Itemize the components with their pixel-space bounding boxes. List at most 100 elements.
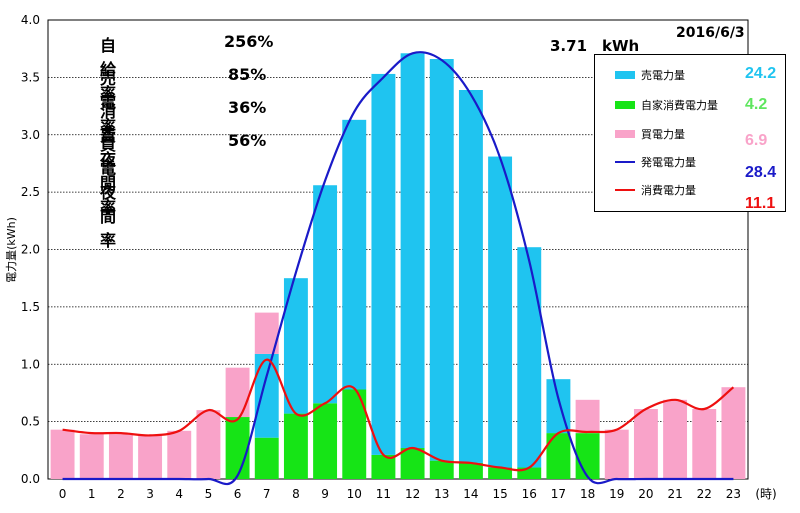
x-tick-label: 15 bbox=[492, 487, 507, 501]
bar-自家消費電力量-13 bbox=[429, 460, 454, 479]
legend-swatch bbox=[615, 189, 635, 191]
legend-label: 買電力量 bbox=[641, 128, 685, 141]
bar-買電力量-0 bbox=[50, 429, 75, 479]
bar-自家消費電力量-10 bbox=[342, 389, 367, 479]
x-tick-label: 14 bbox=[463, 487, 478, 501]
legend-swatch bbox=[615, 101, 635, 109]
legend-label: 消費電力量 bbox=[641, 184, 696, 197]
bar-買電力量-6 bbox=[225, 367, 250, 418]
legend-value-generated: 28.4 bbox=[745, 164, 777, 181]
x-tick-label: 5 bbox=[205, 487, 213, 501]
x-tick-label: 4 bbox=[175, 487, 183, 501]
x-tick-label: 13 bbox=[434, 487, 449, 501]
stat-value: 256% bbox=[224, 32, 274, 51]
bar-買電力量-5 bbox=[196, 410, 221, 479]
stat-value: 36% bbox=[228, 98, 267, 117]
y-tick-label: 2.0 bbox=[21, 243, 40, 257]
chart-date: 2016/6/3 bbox=[676, 25, 745, 41]
x-tick-label: 21 bbox=[667, 487, 682, 501]
stat-label: 売電率 bbox=[100, 69, 117, 136]
x-tick-label: 8 bbox=[292, 487, 300, 501]
bar-自家消費電力量-15 bbox=[488, 467, 513, 479]
bar-売電力量-12 bbox=[400, 53, 425, 449]
bar-買電力量-23 bbox=[721, 387, 746, 479]
legend-label: 自家消費電力量 bbox=[641, 99, 718, 112]
bar-自家消費電力量-11 bbox=[371, 454, 396, 479]
x-tick-label: 6 bbox=[234, 487, 242, 501]
y-tick-label: 3.0 bbox=[21, 128, 40, 142]
bar-自家消費電力量-6 bbox=[225, 417, 250, 479]
bar-売電力量-16 bbox=[517, 247, 542, 468]
bar-自家消費電力量-7 bbox=[254, 437, 279, 479]
legend-swatch bbox=[615, 161, 635, 163]
legend-label: 売電力量 bbox=[641, 69, 685, 82]
legend-value-sold: 24.2 bbox=[745, 65, 777, 82]
x-tick-label: 0 bbox=[59, 487, 67, 501]
x-tick-label: 1 bbox=[88, 487, 96, 501]
x-tick-label: 16 bbox=[522, 487, 537, 501]
bar-自家消費電力量-16 bbox=[517, 467, 542, 479]
bar-自家消費電力量-18 bbox=[575, 433, 600, 479]
bar-自家消費電力量-9 bbox=[313, 403, 338, 479]
line-発電電力量 bbox=[62, 51, 734, 486]
bar-買電力量-7 bbox=[254, 312, 279, 354]
legend-label: 発電電力量 bbox=[641, 156, 696, 169]
bar-売電力量-15 bbox=[488, 156, 513, 468]
y-tick-label: 2.5 bbox=[21, 185, 40, 199]
x-tick-label: 2 bbox=[117, 487, 125, 501]
bar-売電力量-8 bbox=[283, 278, 308, 414]
legend: 売電力量 自家消費電力量 買電力量 発電電力量 消費電力量 24.2 4.2 6… bbox=[594, 54, 786, 212]
y-tick-label: 0.5 bbox=[21, 415, 40, 429]
bar-売電力量-10 bbox=[342, 119, 367, 390]
x-tick-label: 11 bbox=[376, 487, 391, 501]
bar-自家消費電力量-14 bbox=[458, 462, 483, 479]
y-tick-label: 1.0 bbox=[21, 357, 40, 371]
x-tick-label: 18 bbox=[580, 487, 595, 501]
bar-売電力量-7 bbox=[254, 353, 279, 438]
x-tick-label: 23 bbox=[726, 487, 741, 501]
x-tick-label: 10 bbox=[347, 487, 362, 501]
y-tick-label: 0.0 bbox=[21, 472, 40, 486]
legend-value-self-consumption: 4.2 bbox=[745, 96, 768, 113]
bar-買電力量-3 bbox=[138, 435, 163, 479]
stat-label: 買電夜間率 bbox=[100, 135, 117, 250]
legend-swatch bbox=[615, 130, 635, 138]
x-tick-label: 7 bbox=[263, 487, 271, 501]
x-tick-label: 22 bbox=[697, 487, 712, 501]
y-axis-label: 電力量(kWh) bbox=[5, 217, 18, 283]
bar-自家消費電力量-8 bbox=[283, 413, 308, 479]
bar-買電力量-22 bbox=[692, 409, 717, 479]
bar-売電力量-9 bbox=[313, 185, 338, 404]
x-tick-label: 3 bbox=[146, 487, 154, 501]
stat-value: 56% bbox=[228, 131, 267, 150]
bar-売電力量-14 bbox=[458, 89, 483, 463]
stat-label: 自給率 bbox=[100, 36, 117, 103]
x-tick-label: 17 bbox=[551, 487, 566, 501]
bar-売電力量-13 bbox=[429, 59, 454, 461]
bar-買電力量-19 bbox=[604, 429, 629, 479]
x-tick-label: 12 bbox=[405, 487, 420, 501]
x-tick-label: 19 bbox=[609, 487, 624, 501]
legend-swatch bbox=[615, 71, 635, 79]
bar-買電力量-18 bbox=[575, 399, 600, 434]
x-tick-label: 20 bbox=[638, 487, 653, 501]
stat-value: 85% bbox=[228, 65, 267, 84]
line-消費電力量 bbox=[62, 358, 735, 472]
bar-買電力量-1 bbox=[79, 434, 104, 479]
bar-買電力量-4 bbox=[167, 430, 192, 479]
x-tick-label: 9 bbox=[321, 487, 329, 501]
y-tick-label: 1.5 bbox=[21, 300, 40, 314]
legend-value-purchased: 6.9 bbox=[745, 132, 768, 149]
bar-買電力量-20 bbox=[633, 409, 658, 479]
y-tick-label: 4.0 bbox=[21, 13, 40, 27]
y-tick-label: 3.5 bbox=[21, 70, 40, 84]
bar-買電力量-2 bbox=[108, 434, 133, 479]
legend-value-consumed: 11.1 bbox=[745, 195, 776, 212]
x-axis-label: (時) bbox=[755, 487, 776, 501]
bar-売電力量-11 bbox=[371, 73, 396, 455]
stat-label: 消費夜間率 bbox=[100, 102, 117, 217]
peak-value: 3.71 kWh bbox=[550, 37, 640, 55]
bar-買電力量-21 bbox=[663, 399, 688, 479]
bar-自家消費電力量-12 bbox=[400, 448, 425, 479]
bar-自家消費電力量-17 bbox=[546, 433, 571, 479]
